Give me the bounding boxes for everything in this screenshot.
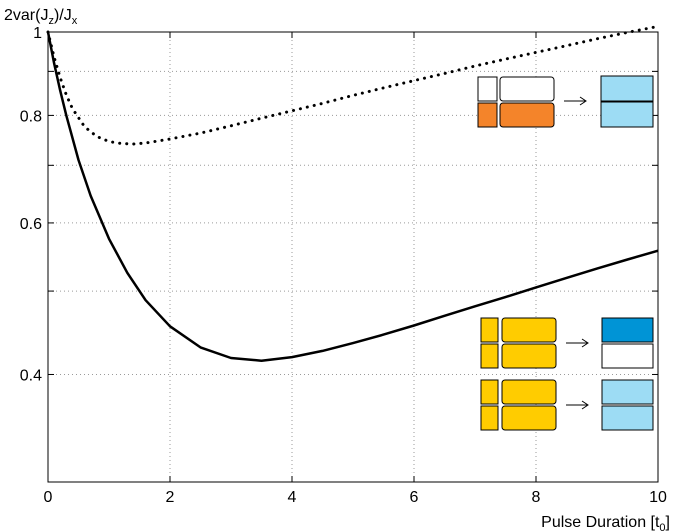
series-line-solid (46, 31, 659, 362)
y-axis-label: 2var(Jz)/Jx (4, 7, 78, 27)
inset-bottom-a-result-lower (601, 343, 654, 369)
grid-lines (47, 31, 659, 483)
axis-ticks: 0 2 4 6 8 10 1 0.8 0.6 0.4 (20, 25, 667, 506)
y-tick-label: 1 (33, 25, 42, 42)
inset-top-result-cell-upper (600, 75, 654, 102)
inset-bottom-a (480, 317, 654, 369)
inset-bottom-a-cell-3 (480, 343, 499, 369)
inset-top-result-cell-lower (600, 101, 654, 128)
x-tick-label: 4 (288, 489, 297, 506)
x-tick-label: 8 (532, 489, 541, 506)
inset-bottom-a-cell-1 (480, 317, 499, 343)
inset-bottom-b-result-upper (601, 379, 654, 405)
x-tick-label: 6 (410, 489, 419, 506)
inset-bottom-b-cell-3 (480, 405, 499, 431)
inset-top-open-cell-right (499, 76, 555, 102)
inset-bottom-a-result-upper (601, 317, 654, 343)
series-group (46, 24, 660, 362)
inset-top-filled-cell-left (477, 102, 498, 128)
x-tick-label: 0 (44, 489, 53, 506)
inset-bottom-b-arrowhead (581, 400, 589, 410)
inset-bottom-b-cell-2 (501, 379, 557, 405)
inset-bottom-a-cell-4 (501, 343, 557, 369)
y-tick-label: 0.8 (20, 108, 42, 125)
inset-bottom-a-cell-2 (501, 317, 557, 343)
inset-top-filled-cell-right (499, 102, 555, 128)
y-tick-label: 0.6 (20, 216, 42, 233)
inset-bottom-b-cell-4 (501, 405, 557, 431)
y-tick-label: 0.4 (20, 367, 42, 384)
x-axis-label: Pulse Duration [t0] (541, 514, 670, 532)
series-line-dotted (46, 24, 660, 146)
inset-bottom-b-result-lower (601, 405, 654, 431)
x-tick-label: 10 (649, 489, 667, 506)
inset-top-arrowhead (579, 96, 587, 106)
inset-top-open-cell-left (477, 76, 498, 102)
plot-frame (47, 31, 659, 483)
inset-bottom-b (480, 379, 654, 431)
inset-bottom-a-arrowhead (581, 338, 589, 348)
inset-top (477, 75, 654, 128)
inset-bottom-b-cell-1 (480, 379, 499, 405)
x-tick-label: 2 (166, 489, 175, 506)
